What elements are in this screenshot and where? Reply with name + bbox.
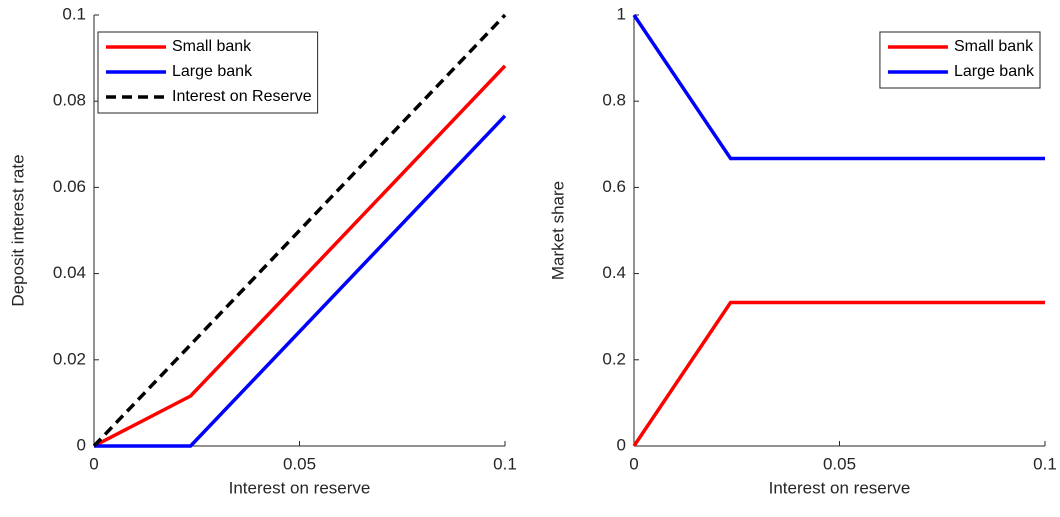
y-tick-label: 0.08 bbox=[53, 91, 86, 110]
y-axis-label: Deposit interest rate bbox=[8, 154, 27, 306]
y-tick-label: 0.04 bbox=[53, 263, 86, 282]
y-tick-label: 0.8 bbox=[602, 91, 626, 110]
legend-label: Small bank bbox=[172, 38, 252, 55]
y-tick-label: 0.02 bbox=[53, 349, 86, 368]
y-tick-label: 0.4 bbox=[602, 263, 626, 282]
x-tick-label: 0.05 bbox=[283, 454, 316, 473]
y-axis-label: Market share bbox=[548, 181, 567, 280]
y-tick-label: 1 bbox=[617, 4, 626, 23]
series-line bbox=[94, 114, 507, 448]
x-tick-label: 0 bbox=[89, 454, 98, 473]
legend-label: Large bank bbox=[954, 63, 1035, 80]
y-tick-label: 0.1 bbox=[62, 4, 86, 23]
legend-label: Interest on Reserve bbox=[172, 88, 312, 105]
x-tick-label: 0.05 bbox=[823, 454, 856, 473]
y-tick-label: 0.6 bbox=[602, 177, 626, 196]
legend-label: Small bank bbox=[954, 38, 1034, 55]
x-axis-label: Interest on reserve bbox=[229, 478, 371, 497]
y-tick-label: 0 bbox=[617, 435, 626, 454]
y-tick-label: 0.06 bbox=[53, 177, 86, 196]
series-line bbox=[93, 64, 507, 448]
legend-label: Large bank bbox=[172, 63, 253, 80]
legend: Small bank Large bank Interest on Reserve bbox=[97, 31, 319, 114]
y-tick-label: 0.2 bbox=[602, 349, 626, 368]
x-tick-label: 0.1 bbox=[1033, 454, 1057, 473]
legend-box bbox=[879, 31, 1041, 89]
series-line bbox=[632, 14, 1045, 161]
x-axis-label: Interest on reserve bbox=[769, 478, 911, 497]
legend: Small bank Large bank bbox=[879, 31, 1041, 89]
y-tick-label: 0 bbox=[77, 435, 86, 454]
x-tick-label: 0 bbox=[629, 454, 638, 473]
x-tick-label: 0.1 bbox=[493, 454, 517, 473]
series-line bbox=[632, 300, 1045, 447]
